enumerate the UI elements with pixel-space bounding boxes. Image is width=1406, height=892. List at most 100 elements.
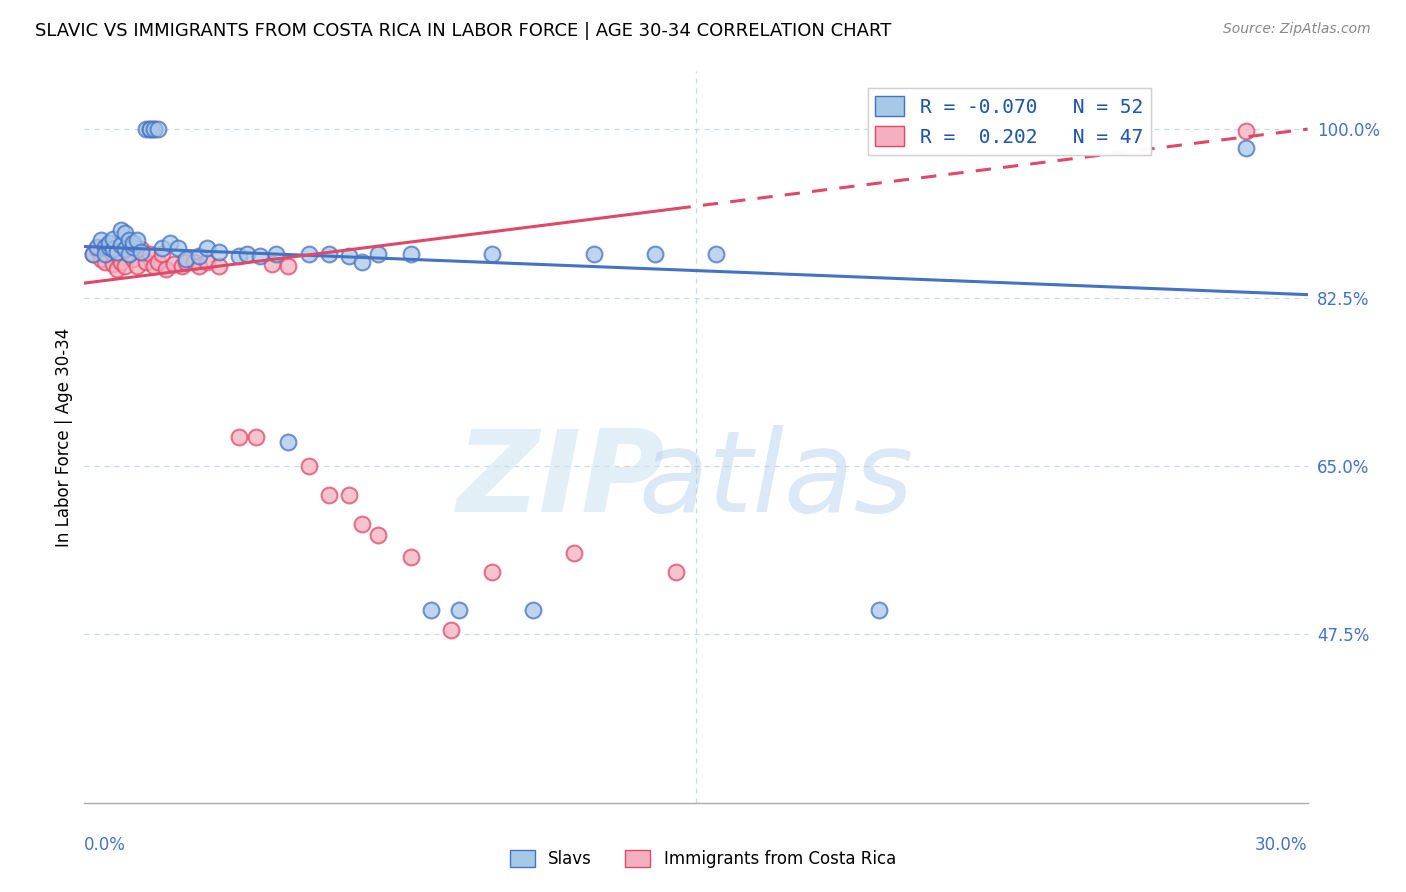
Point	[118, 233, 141, 247]
Point	[562, 545, 585, 559]
Point	[110, 237, 132, 252]
Point	[583, 247, 606, 261]
Point	[110, 223, 132, 237]
Point	[869, 603, 891, 617]
Point	[228, 430, 250, 444]
Legend: R = -0.070   N = 52, R =  0.202   N = 47: R = -0.070 N = 52, R = 0.202 N = 47	[868, 88, 1152, 154]
Point	[187, 259, 209, 273]
Point	[208, 259, 231, 273]
Text: atlas: atlas	[638, 425, 912, 536]
Text: ZIP: ZIP	[457, 425, 665, 536]
Point	[1236, 141, 1258, 155]
Point	[114, 243, 136, 257]
Point	[228, 249, 250, 263]
Point	[142, 122, 165, 136]
Point	[420, 603, 443, 617]
Point	[399, 550, 422, 565]
Point	[138, 247, 160, 261]
Legend: Slavs, Immigrants from Costa Rica: Slavs, Immigrants from Costa Rica	[503, 843, 903, 875]
Point	[138, 122, 160, 136]
Point	[150, 242, 173, 256]
Point	[318, 488, 340, 502]
Point	[86, 239, 108, 253]
Point	[105, 261, 128, 276]
Point	[155, 261, 177, 276]
Point	[82, 247, 104, 261]
Point	[97, 239, 120, 253]
Point	[339, 249, 361, 263]
Point	[195, 242, 218, 256]
Point	[298, 247, 321, 261]
Point	[236, 247, 259, 261]
Point	[114, 243, 136, 257]
Point	[135, 122, 157, 136]
Point	[1236, 124, 1258, 138]
Point	[277, 434, 299, 449]
Point	[142, 122, 165, 136]
Point	[101, 232, 124, 246]
Point	[449, 603, 471, 617]
Point	[131, 243, 153, 257]
Point	[644, 247, 666, 261]
Point	[110, 255, 132, 269]
Point	[90, 233, 112, 247]
Point	[522, 603, 544, 617]
Point	[150, 247, 173, 261]
Point	[183, 255, 205, 269]
Point	[138, 122, 160, 136]
Point	[399, 247, 422, 261]
Point	[101, 247, 124, 261]
Point	[93, 239, 115, 253]
Point	[131, 245, 153, 260]
Point	[97, 243, 120, 257]
Point	[122, 239, 145, 253]
Point	[105, 247, 128, 261]
Point	[122, 252, 145, 266]
Point	[245, 430, 267, 444]
Point	[208, 245, 231, 260]
Point	[97, 235, 120, 250]
Point	[127, 259, 149, 273]
Point	[114, 259, 136, 273]
Point	[122, 235, 145, 250]
Point	[367, 528, 389, 542]
Point	[277, 259, 299, 273]
Point	[167, 242, 190, 256]
Point	[93, 239, 115, 253]
Point	[706, 247, 728, 261]
Point	[163, 257, 186, 271]
Point	[159, 235, 181, 250]
Point	[665, 565, 688, 579]
Point	[90, 252, 112, 266]
Point	[187, 249, 209, 263]
Point	[114, 226, 136, 240]
Text: 0.0%: 0.0%	[84, 836, 127, 854]
Point	[339, 488, 361, 502]
Point	[367, 247, 389, 261]
Point	[318, 247, 340, 261]
Point	[93, 247, 115, 261]
Point	[195, 255, 218, 269]
Point	[350, 255, 373, 269]
Text: 30.0%: 30.0%	[1256, 836, 1308, 854]
Point	[90, 245, 112, 260]
Point	[481, 565, 503, 579]
Text: Source: ZipAtlas.com: Source: ZipAtlas.com	[1223, 22, 1371, 37]
Point	[260, 257, 283, 271]
Point	[118, 247, 141, 261]
Point	[172, 259, 194, 273]
Point	[440, 623, 463, 637]
Point	[82, 247, 104, 261]
Point	[127, 233, 149, 247]
Point	[249, 249, 271, 263]
Point	[174, 255, 197, 269]
Point	[101, 257, 124, 271]
Point	[93, 255, 115, 269]
Point	[101, 243, 124, 257]
Point	[481, 247, 503, 261]
Point	[298, 458, 321, 473]
Point	[86, 243, 108, 257]
Point	[118, 247, 141, 261]
Point	[146, 255, 169, 269]
Point	[350, 516, 373, 531]
